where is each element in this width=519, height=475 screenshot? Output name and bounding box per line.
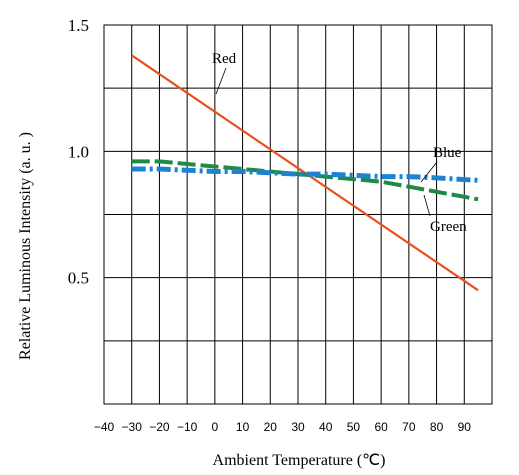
x-tick-label: 50 xyxy=(347,420,361,434)
series-label-green: Green xyxy=(430,219,467,235)
series-label-red: Red xyxy=(212,51,237,67)
y-tick-label: 1.0 xyxy=(68,142,89,161)
x-tick-label: 60 xyxy=(374,420,388,434)
series-lines xyxy=(131,54,479,292)
x-tick-label: 0 xyxy=(212,420,219,434)
series-label-leader-green xyxy=(423,194,431,217)
series-labels: Red Green Blue xyxy=(212,51,467,235)
x-tick-labels: −40 −30 −20 −10 0 10 20 30 40 50 60 70 80 90 xyxy=(94,420,471,434)
y-tick-label: 1.5 xyxy=(68,16,89,35)
x-tick-label: −10 xyxy=(177,420,198,434)
x-tick-label: −40 xyxy=(94,420,115,434)
x-tick-label: 20 xyxy=(264,420,278,434)
x-tick-label: 90 xyxy=(458,420,472,434)
y-axis-label: Relative Luminous Intensity (a. u. ) xyxy=(17,132,34,360)
series-line-blue xyxy=(131,166,479,183)
x-tick-label: 80 xyxy=(430,420,444,434)
series-label-leader-red xyxy=(215,67,227,95)
x-tick-label: −30 xyxy=(122,420,143,434)
x-axis-label: Ambient Temperature (℃) xyxy=(213,452,386,469)
x-tick-label: −20 xyxy=(149,420,170,434)
plot-frame xyxy=(103,24,493,405)
x-tick-label: 40 xyxy=(319,420,333,434)
series-label-leader-blue xyxy=(420,161,438,183)
x-tick-label: 30 xyxy=(291,420,305,434)
x-tick-label: 70 xyxy=(402,420,416,434)
y-tick-label: 0.5 xyxy=(68,269,89,288)
series-line-green xyxy=(131,159,479,202)
y-tick-labels: 1.5 1.0 0.5 xyxy=(68,16,89,288)
grid xyxy=(104,25,492,404)
series-label-blue: Blue xyxy=(433,145,462,161)
x-tick-label: 10 xyxy=(236,420,250,434)
